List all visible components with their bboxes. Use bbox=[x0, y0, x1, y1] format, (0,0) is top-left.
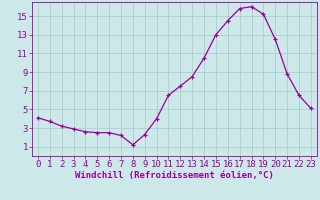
X-axis label: Windchill (Refroidissement éolien,°C): Windchill (Refroidissement éolien,°C) bbox=[75, 171, 274, 180]
